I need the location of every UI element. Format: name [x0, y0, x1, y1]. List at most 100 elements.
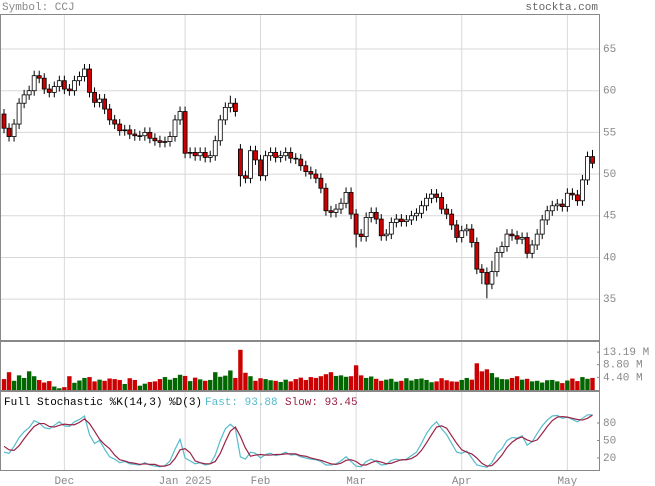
volume-bar [519, 379, 525, 390]
candle-body [107, 108, 113, 121]
volume-bar [449, 381, 454, 390]
candle-body [142, 131, 148, 137]
candle-body [172, 119, 178, 137]
candle-body [102, 98, 107, 110]
y-tick-label: 65 [603, 44, 616, 56]
volume-bar [288, 381, 293, 390]
candle-body [398, 218, 404, 223]
volume-bar [6, 372, 12, 390]
candle-body [243, 175, 248, 179]
volume-bar [283, 379, 288, 390]
volume-bar [21, 377, 27, 390]
candle-body [489, 271, 495, 285]
volume-bar [509, 377, 515, 390]
y-tick-label: 60 [603, 86, 616, 98]
panel-frame [0, 341, 600, 391]
volume-bar [127, 378, 132, 390]
volume-bar [248, 376, 253, 390]
candle-body [187, 152, 193, 154]
candle-body [479, 268, 485, 273]
volume-bar [107, 378, 112, 390]
candle-body [16, 102, 22, 125]
volume-bar [62, 387, 67, 390]
volume-bar [318, 376, 324, 390]
candle-body [529, 244, 535, 254]
candle-body [464, 228, 470, 232]
volume-bar [218, 376, 223, 390]
volume-bar [67, 376, 72, 390]
candle-body [585, 156, 590, 181]
volume-bar [560, 383, 565, 390]
volume-bar [192, 377, 198, 390]
candle-body [253, 150, 258, 161]
volume-bar [303, 379, 308, 390]
volume-bar [499, 379, 505, 390]
candle-body [21, 94, 27, 104]
volume-bar [1, 379, 7, 390]
candle-body [368, 212, 374, 218]
volume-bar [243, 372, 248, 390]
volume-bar [570, 378, 575, 390]
volume-bar [31, 376, 37, 390]
volume-bar [87, 377, 92, 390]
volume-bar [223, 375, 228, 390]
volume-bar [233, 377, 238, 390]
y-tick-label: 55 [603, 127, 616, 139]
candle-body [137, 135, 143, 137]
volume-bar [313, 377, 319, 390]
candle-body [569, 192, 575, 196]
candle-body [248, 150, 253, 179]
candle-body [1, 113, 7, 129]
volume-bar [57, 388, 62, 390]
volume-bar [474, 363, 480, 390]
volume-bar [157, 379, 163, 390]
candle-body [207, 155, 213, 158]
candle-body [474, 242, 480, 270]
volume-bar [514, 376, 520, 390]
volume-bar [258, 378, 263, 390]
candle-body [112, 119, 118, 125]
candle-body [308, 171, 314, 175]
x-tick-label: Dec [54, 476, 74, 486]
volume-bar [454, 381, 459, 390]
candle-body [353, 213, 359, 235]
candle-body [263, 155, 268, 177]
volume-bar [117, 379, 122, 390]
candle-body [197, 152, 203, 157]
candle-body [534, 233, 540, 246]
volume-bar [424, 379, 429, 390]
candle-body [6, 127, 12, 137]
candle-body [333, 208, 339, 213]
volume-bar [469, 379, 474, 390]
volume-bar [203, 380, 208, 390]
volume-bar [293, 379, 298, 390]
candle-body [273, 152, 279, 158]
volume-bar [92, 381, 97, 390]
volume-bar [253, 380, 258, 390]
volume-bar [399, 380, 404, 390]
volume-bar [47, 381, 52, 390]
volume-bar [323, 374, 329, 390]
candle-body [383, 233, 389, 237]
y-tick-label: 40 [603, 252, 616, 264]
candle-body [122, 129, 128, 132]
volume-bar [102, 380, 107, 390]
volume-bar [575, 381, 580, 390]
candle-body [162, 141, 168, 143]
volume-bar [529, 381, 535, 390]
candle-body [328, 210, 334, 213]
volume-bar [338, 375, 344, 390]
candle-body [338, 202, 344, 210]
chart-title: Symbol: CCJ [2, 2, 75, 14]
candle-body [484, 272, 490, 285]
candle-body [82, 68, 87, 77]
candle-body [222, 106, 228, 121]
candle-body [590, 156, 595, 164]
candle-body [424, 197, 429, 207]
candle-body [202, 152, 208, 158]
candle-body [358, 233, 364, 238]
volume-bar [273, 380, 278, 390]
candle-body [217, 119, 223, 142]
candle-body [97, 98, 102, 103]
candle-body [147, 131, 153, 139]
